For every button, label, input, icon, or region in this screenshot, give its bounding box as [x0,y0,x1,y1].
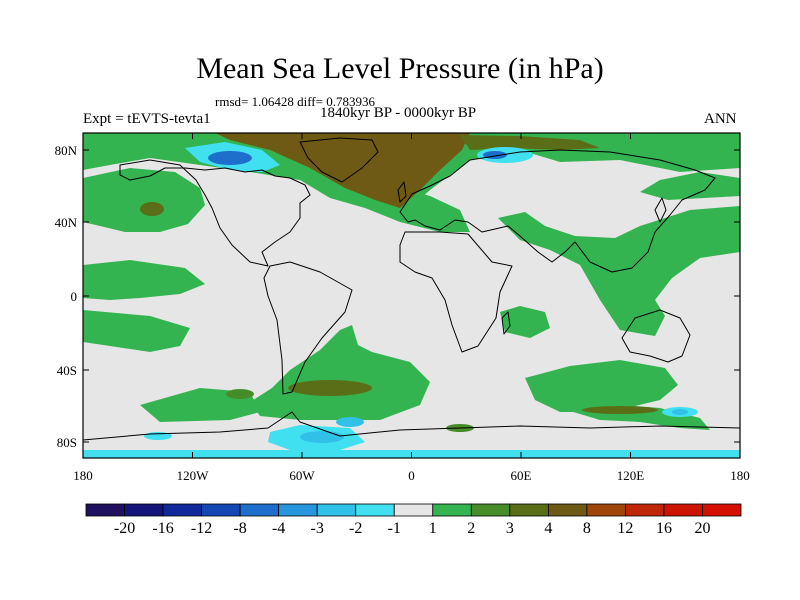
colorbar-label: 12 [617,520,633,537]
lon-tick-label: 180 [73,468,93,483]
colorbar-label: -8 [233,520,246,537]
stats-label: rmsd= 1.06428 diff= 0.783936 [215,94,375,109]
latitude-axis: 80N 40N 0 40S 80S [55,143,740,450]
eurasia-coast [399,149,716,273]
colorbar-label: 3 [506,520,514,537]
lon-tick-label: 120W [177,468,210,483]
lat-tick-label: 40S [57,363,77,378]
colorbar-swatch [702,503,742,517]
colorbar-label: 16 [656,520,672,537]
figure-title: Mean Sea Level Pressure (in hPa) [196,52,604,85]
lat-tick-label: 80N [55,143,78,158]
british-isles-coast [397,181,407,203]
lat-tick-label: 40N [55,215,78,230]
lon-tick-label: 60E [511,468,532,483]
colorbar-swatch [625,503,665,517]
africa-coast [399,231,513,353]
tropical-pacific-east [83,310,190,352]
tropical-pacific-west [83,260,205,300]
antarctic-negative-core [300,431,344,443]
colorbar-swatch [355,503,395,517]
north-atlantic [300,176,470,232]
colorbar-swatch [547,503,588,517]
south-atlantic [250,325,430,420]
colorbar-label: 8 [583,520,591,537]
colorbar-swatch [316,503,357,517]
colorbar-label: -3 [311,520,324,537]
colorbar-label: 2 [467,520,475,537]
colorbar-label: -16 [152,520,173,537]
colorbar-label: -4 [272,520,285,537]
colorbar-swatch [509,503,549,517]
north-pacific-west [83,168,205,232]
antarctica-coast [83,411,740,441]
colorbar-swatch [663,503,703,517]
north-america-coast [119,159,311,267]
experiment-label: Expt = tEVTS-tevta1 [83,111,211,127]
canadian-arctic-core [208,151,252,165]
japan-coast [654,197,667,223]
season-label: ANN [704,111,737,127]
lon-tick-label: 0 [408,468,415,483]
colorbar-swatch [124,503,164,517]
antarctic-negative-mid [336,417,364,427]
south-indian-ocean [500,306,550,338]
colorbar-swatch [470,503,511,517]
siberia-core [460,135,600,150]
lat-tick-label: 0 [71,289,78,304]
colorbar-swatch [393,503,434,517]
map-plot [83,133,740,458]
south-pacific-core [226,389,254,399]
lon-tick-label: 60W [289,468,315,483]
colorbar-label: 1 [429,520,437,537]
colorbar: -20 -16 -12 -8 -4 -3 -2 -1 1 2 3 4 8 12 16 20 [85,503,742,537]
australia-coast [621,309,691,363]
colorbar-label: -20 [114,520,135,537]
longitude-axis: 180 120W 60W 0 60E 120E 180 [73,133,750,483]
north-pacific-east [640,172,740,200]
colorbar-swatch [201,503,241,517]
greenland-europe-core [215,133,470,208]
colorbar-swatch [85,503,125,517]
north-pacific-core [140,202,164,216]
colorbar-swatch [278,503,318,517]
colorbar-label: -12 [191,520,212,537]
south-indian-core [582,406,658,414]
period-label: 1840kyr BP - 0000kyr BP [320,105,477,121]
colorbar-label: -1 [388,520,401,537]
colorbar-label: -2 [349,520,362,537]
lat-tick-label: 80S [57,435,77,450]
lon-tick-label: 120E [617,468,645,483]
colorbar-label: 4 [544,520,552,537]
colorbar-swatch [432,503,472,517]
south-atlantic-core [288,380,372,396]
south-australia-ocean [525,360,678,412]
madagascar-coast [501,311,511,335]
colorbar-swatch [162,503,202,517]
colorbar-swatch [586,503,626,517]
south-america-coast [263,261,353,395]
antarctic-negative-east-core [672,409,688,415]
greenland-coast [299,137,379,183]
lon-tick-label: 180 [730,468,750,483]
coastlines [83,137,740,441]
colorbar-swatch [239,503,280,517]
colorbar-label: 20 [694,520,710,537]
